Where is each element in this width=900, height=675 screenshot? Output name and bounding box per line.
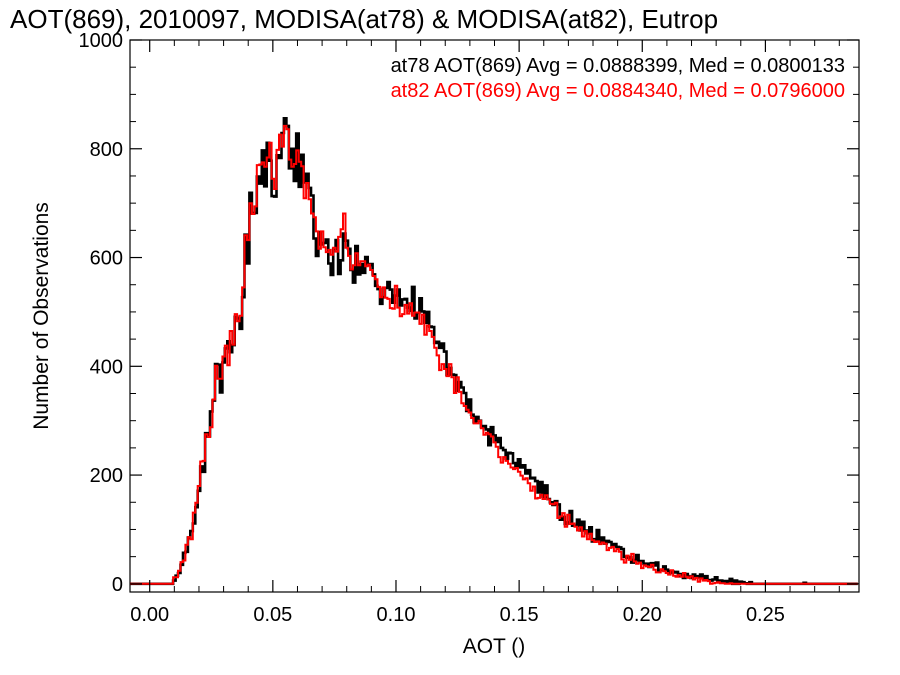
y-tick-label: 600 [90, 248, 123, 270]
x-tick-label: 0.15 [500, 604, 539, 626]
chart-title: AOT(869), 2010097, MODISA(at78) & MODISA… [10, 4, 718, 34]
legend-entry-at82: at82 AOT(869) Avg = 0.0884340, Med = 0.0… [391, 80, 845, 102]
histogram-series-at78 [130, 117, 858, 586]
x-tick-label: 0.10 [377, 604, 416, 626]
tick-layer: 0.00 0.05 0.10 0.15 0.20 0.25 0 200 400 600 800 100… [79, 30, 859, 626]
y-tick-label: 0 [112, 574, 123, 596]
y-tick-label: 1000 [79, 30, 124, 52]
y-tick-label: 800 [90, 139, 123, 161]
y-tick-label: 200 [90, 465, 123, 487]
y-axis-label: Number of Observations [30, 202, 53, 430]
legend-entry-at78: at78 AOT(869) Avg = 0.0888399, Med = 0.0… [391, 55, 845, 77]
x-tick-label: 0.00 [130, 604, 169, 626]
histogram-series-at82 [130, 124, 858, 585]
series-layer [130, 117, 858, 586]
x-tick-label: 0.05 [253, 604, 292, 626]
y-tick-label: 400 [90, 356, 123, 378]
x-axis-label: AOT () [463, 635, 526, 658]
x-tick-label: 0.20 [623, 604, 662, 626]
x-tick-label: 0.25 [746, 604, 785, 626]
